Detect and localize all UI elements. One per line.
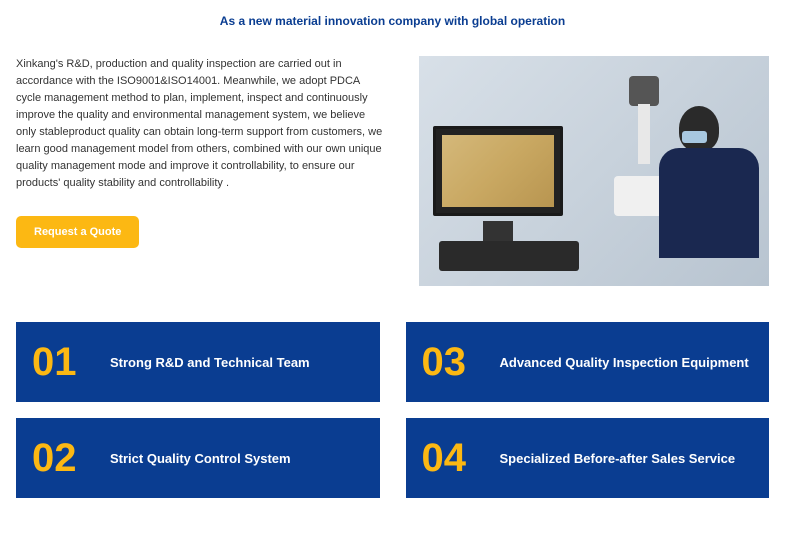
- feature-title: Advanced Quality Inspection Equipment: [500, 355, 749, 370]
- company-tagline: As a new material innovation company wit…: [16, 14, 769, 28]
- person-mask-icon: [682, 131, 707, 143]
- monitor-screen-icon: [442, 135, 554, 207]
- feature-title: Specialized Before-after Sales Service: [500, 451, 736, 466]
- feature-number: 03: [422, 342, 482, 382]
- scope-head-icon: [629, 76, 659, 106]
- company-description: Xinkang's R&D, production and quality in…: [16, 56, 383, 192]
- person-head-icon: [679, 106, 719, 151]
- top-section: Xinkang's R&D, production and quality in…: [16, 56, 769, 286]
- feature-card-04: 04 Specialized Before-after Sales Servic…: [406, 418, 770, 498]
- feature-number: 02: [32, 438, 92, 478]
- feature-card-01: 01 Strong R&D and Technical Team: [16, 322, 380, 402]
- person-icon: [649, 106, 769, 266]
- monitor-icon: [433, 126, 563, 216]
- request-quote-button[interactable]: Request a Quote: [16, 216, 139, 248]
- text-column: Xinkang's R&D, production and quality in…: [16, 56, 383, 286]
- feature-title: Strict Quality Control System: [110, 451, 291, 466]
- feature-grid: 01 Strong R&D and Technical Team 03 Adva…: [16, 322, 769, 498]
- feature-card-02: 02 Strict Quality Control System: [16, 418, 380, 498]
- feature-number: 01: [32, 342, 92, 382]
- feature-number: 04: [422, 438, 482, 478]
- keyboard-icon: [439, 241, 579, 271]
- person-body-icon: [659, 148, 759, 258]
- feature-card-03: 03 Advanced Quality Inspection Equipment: [406, 322, 770, 402]
- feature-title: Strong R&D and Technical Team: [110, 355, 310, 370]
- image-column: [403, 56, 770, 286]
- lab-photo: [419, 56, 769, 286]
